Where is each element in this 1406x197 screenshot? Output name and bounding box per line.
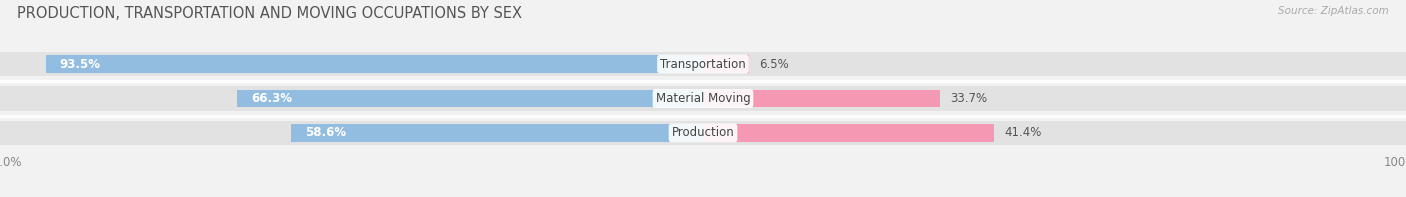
Legend: Male, Female: Male, Female (644, 194, 762, 197)
Bar (291, 124, 703, 142)
Bar (703, 52, 1406, 76)
Text: 58.6%: 58.6% (305, 126, 346, 139)
Text: Transportation: Transportation (661, 58, 745, 71)
Bar (0, 121, 703, 145)
Bar (0, 86, 703, 111)
Bar (45, 55, 703, 73)
Text: Material Moving: Material Moving (655, 92, 751, 105)
Text: 33.7%: 33.7% (950, 92, 987, 105)
Text: 41.4%: 41.4% (1004, 126, 1042, 139)
Text: Source: ZipAtlas.com: Source: ZipAtlas.com (1278, 6, 1389, 16)
Text: Production: Production (672, 126, 734, 139)
Bar (236, 90, 703, 108)
Bar (703, 86, 1406, 111)
Bar (703, 55, 749, 73)
Bar (703, 121, 1406, 145)
Text: PRODUCTION, TRANSPORTATION AND MOVING OCCUPATIONS BY SEX: PRODUCTION, TRANSPORTATION AND MOVING OC… (17, 6, 522, 21)
Text: 66.3%: 66.3% (252, 92, 292, 105)
Bar (703, 124, 994, 142)
Bar (703, 90, 941, 108)
Text: 6.5%: 6.5% (759, 58, 789, 71)
Bar (0, 52, 703, 76)
Text: 93.5%: 93.5% (59, 58, 101, 71)
